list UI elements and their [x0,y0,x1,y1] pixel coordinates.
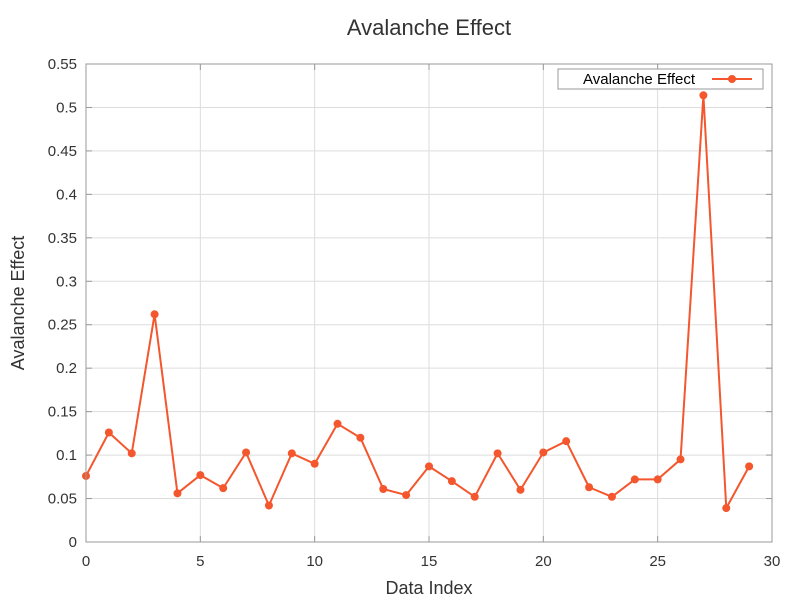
data-point [676,455,685,464]
data-point [402,491,411,500]
legend: Avalanche Effect [557,68,764,90]
x-tick-label: 10 [306,553,323,570]
x-axis-ticks: 0 5 10 15 20 25 30 [82,64,781,570]
data-point [745,462,754,471]
y-tick-label: 0.2 [56,360,77,377]
legend-box [557,68,764,90]
x-tick-label: 20 [535,553,552,570]
series-line-group [85,94,751,510]
y-tick-label: 0.05 [48,491,77,508]
legend-marker-swatch [728,75,736,83]
data-point [585,483,594,492]
y-tick-label: 0 [69,534,77,551]
legend-label: Avalanche Effect [583,71,696,88]
data-point [699,91,708,100]
y-tick-label: 0.5 [56,99,77,116]
y-tick-label: 0.55 [48,56,77,73]
x-tick-label: 15 [421,553,438,570]
x-tick-label: 25 [649,553,666,570]
data-point [630,475,639,484]
y-tick-label: 0.25 [48,317,77,334]
y-tick-label: 0.15 [48,404,77,421]
y-tick-label: 0.3 [56,273,77,290]
y-tick-label: 0.45 [48,143,77,160]
y-tick-label: 0.1 [56,447,77,464]
data-point [447,477,456,486]
series-points-group [82,91,754,513]
data-point [219,484,228,493]
data-point [242,448,251,457]
series-line [85,94,751,510]
grid [85,63,773,543]
x-tick-label: 5 [196,553,204,570]
x-tick-label: 0 [82,553,90,570]
y-tick-label: 0.4 [56,186,77,203]
y-axis-ticks: 0 0.05 0.1 0.15 0.2 0.25 0.3 0.35 0.4 0.45 0.5 0.55 [48,56,772,551]
data-point [310,459,319,468]
data-point [127,449,136,458]
data-point [562,437,571,446]
data-point [425,462,433,471]
y-tick-label: 0.35 [48,230,77,247]
data-point [607,492,616,501]
data-point [356,433,365,442]
y-axis-label: Avalanche Effect [8,236,28,370]
data-point [493,449,502,458]
data-point [287,449,296,458]
data-point [653,475,662,484]
data-point [104,428,113,437]
x-tick-label: 30 [764,553,781,570]
data-point [196,471,205,480]
data-point [722,504,731,513]
data-point [539,448,548,457]
data-point [379,484,388,493]
data-point [516,485,525,494]
data-point [333,419,342,428]
data-point [264,501,273,510]
data-point [150,310,159,319]
x-axis-label: Data Index [385,578,472,598]
data-point [173,489,182,498]
data-point [470,492,479,501]
chart-title: Avalanche Effect [347,15,511,40]
